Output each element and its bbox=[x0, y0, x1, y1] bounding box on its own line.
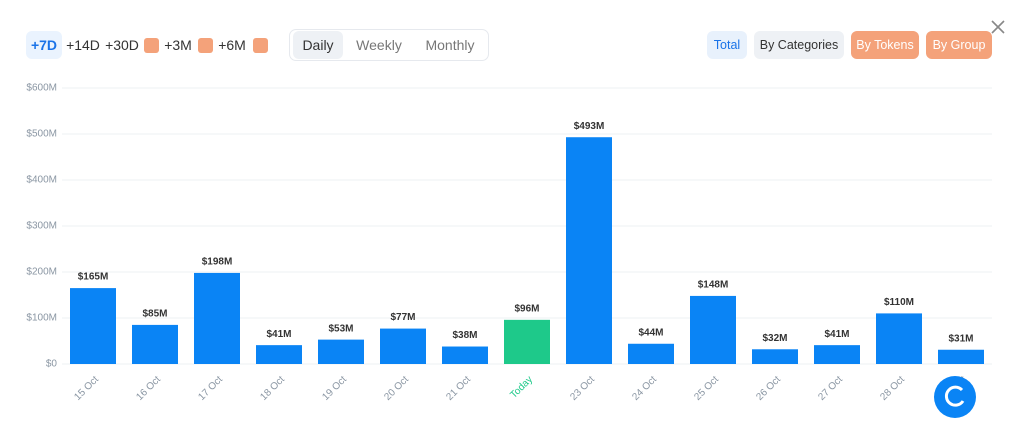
y-tick-label: $300M bbox=[26, 221, 57, 232]
value-label: $110M bbox=[884, 297, 914, 308]
range-button[interactable]: +7D bbox=[26, 31, 62, 59]
value-label: $493M bbox=[574, 121, 605, 132]
range-button[interactable]: +14D bbox=[66, 37, 100, 53]
x-tick-label: 26 Oct bbox=[754, 374, 783, 403]
x-tick-label: 20 Oct bbox=[382, 374, 411, 403]
y-tick-label: $600M bbox=[26, 83, 57, 94]
bar bbox=[690, 295, 736, 364]
x-tick-label: Today bbox=[508, 374, 535, 401]
range-button[interactable]: +3M bbox=[164, 37, 192, 53]
view-button[interactable]: Weekly bbox=[356, 37, 402, 53]
y-tick-label: $0 bbox=[46, 359, 58, 370]
value-label: $96M bbox=[514, 303, 539, 314]
premium-icon bbox=[198, 38, 213, 53]
mode-button[interactable]: By Tokens bbox=[851, 31, 919, 59]
mode-button[interactable]: By Group bbox=[926, 31, 992, 59]
x-tick-label: 24 Oct bbox=[630, 374, 659, 403]
value-label: $165M bbox=[78, 272, 109, 283]
range-button[interactable]: +30D bbox=[105, 37, 139, 53]
value-label: $44M bbox=[638, 327, 663, 338]
y-tick-label: $400M bbox=[26, 175, 57, 186]
premium-icon bbox=[253, 38, 268, 53]
x-tick-label: 27 Oct bbox=[816, 374, 845, 403]
view-button[interactable]: Daily bbox=[293, 31, 343, 59]
bar bbox=[132, 324, 178, 364]
x-tick-label: 28 Oct bbox=[878, 374, 907, 403]
x-tick-label: 16 Oct bbox=[134, 374, 163, 403]
bar bbox=[442, 346, 488, 364]
value-label: $85M bbox=[142, 309, 167, 320]
bar bbox=[318, 339, 364, 364]
value-label: $31M bbox=[948, 333, 973, 344]
x-tick-label: 15 Oct bbox=[72, 374, 101, 403]
value-label: $77M bbox=[390, 312, 415, 323]
x-tick-label: 19 Oct bbox=[320, 374, 349, 403]
bar bbox=[566, 137, 612, 364]
close-button[interactable] bbox=[991, 20, 1005, 34]
premium-icon bbox=[144, 38, 159, 53]
bar bbox=[938, 349, 984, 364]
x-tick-label: 18 Oct bbox=[258, 374, 287, 403]
bar bbox=[380, 328, 426, 364]
view-button[interactable]: Monthly bbox=[425, 37, 475, 53]
mode-button[interactable]: By Categories bbox=[754, 31, 844, 59]
bar bbox=[752, 349, 798, 364]
y-tick-label: $100M bbox=[26, 313, 57, 324]
x-tick-label: 17 Oct bbox=[196, 374, 225, 403]
bar bbox=[876, 313, 922, 364]
x-tick-label: 25 Oct bbox=[692, 374, 721, 403]
y-tick-label: $200M bbox=[26, 267, 57, 278]
value-label: $32M bbox=[762, 333, 787, 344]
value-label: $53M bbox=[328, 323, 353, 334]
bar bbox=[70, 288, 116, 364]
range-button[interactable]: +6M bbox=[218, 37, 246, 53]
value-label: $198M bbox=[202, 257, 233, 268]
mode-button[interactable]: Total bbox=[707, 31, 747, 59]
x-tick-label: 23 Oct bbox=[568, 374, 597, 403]
view-toggle bbox=[289, 29, 489, 61]
value-label: $38M bbox=[452, 330, 477, 341]
x-tick-label: 29 Oct bbox=[940, 374, 969, 403]
bar bbox=[504, 319, 550, 364]
bar bbox=[814, 345, 860, 364]
value-label: $148M bbox=[698, 280, 729, 291]
value-label: $41M bbox=[824, 329, 849, 340]
y-tick-label: $500M bbox=[26, 129, 57, 140]
x-tick-label: 21 Oct bbox=[444, 374, 473, 403]
bar bbox=[194, 272, 240, 364]
bar bbox=[256, 345, 302, 364]
bar bbox=[628, 343, 674, 364]
value-label: $41M bbox=[266, 329, 291, 340]
